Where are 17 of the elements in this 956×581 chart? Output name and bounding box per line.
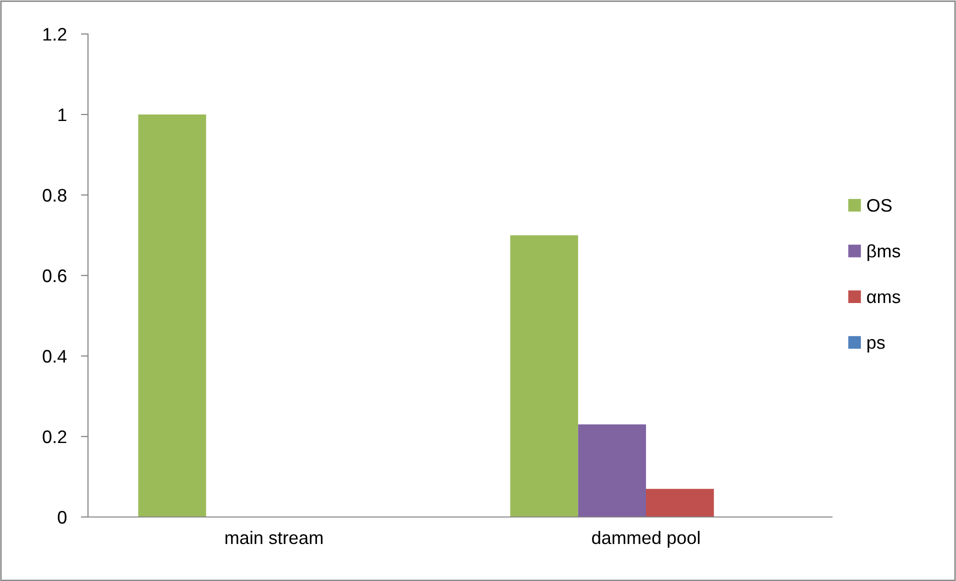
bar [510,235,578,517]
y-tick-label: 0.4 [42,350,67,363]
legend-label: OS [867,198,892,212]
legend-label: ps [867,339,885,352]
legend-label: βms [868,244,900,262]
x-tick-label: dammed pool [592,530,700,548]
y-tick-label: 0 [58,510,66,524]
y-tick-label: 1.2 [43,28,66,41]
bar [138,114,206,517]
y-tick-label: 0.6 [42,269,66,282]
bar [646,488,714,517]
x-tick-label: main stream [226,530,322,544]
bar [578,424,646,517]
legend-label: αms [867,293,900,304]
y-tick-label: 0.2 [42,430,66,444]
y-tick-label: 1 [58,108,66,122]
y-tick-label: 0.8 [42,188,66,202]
